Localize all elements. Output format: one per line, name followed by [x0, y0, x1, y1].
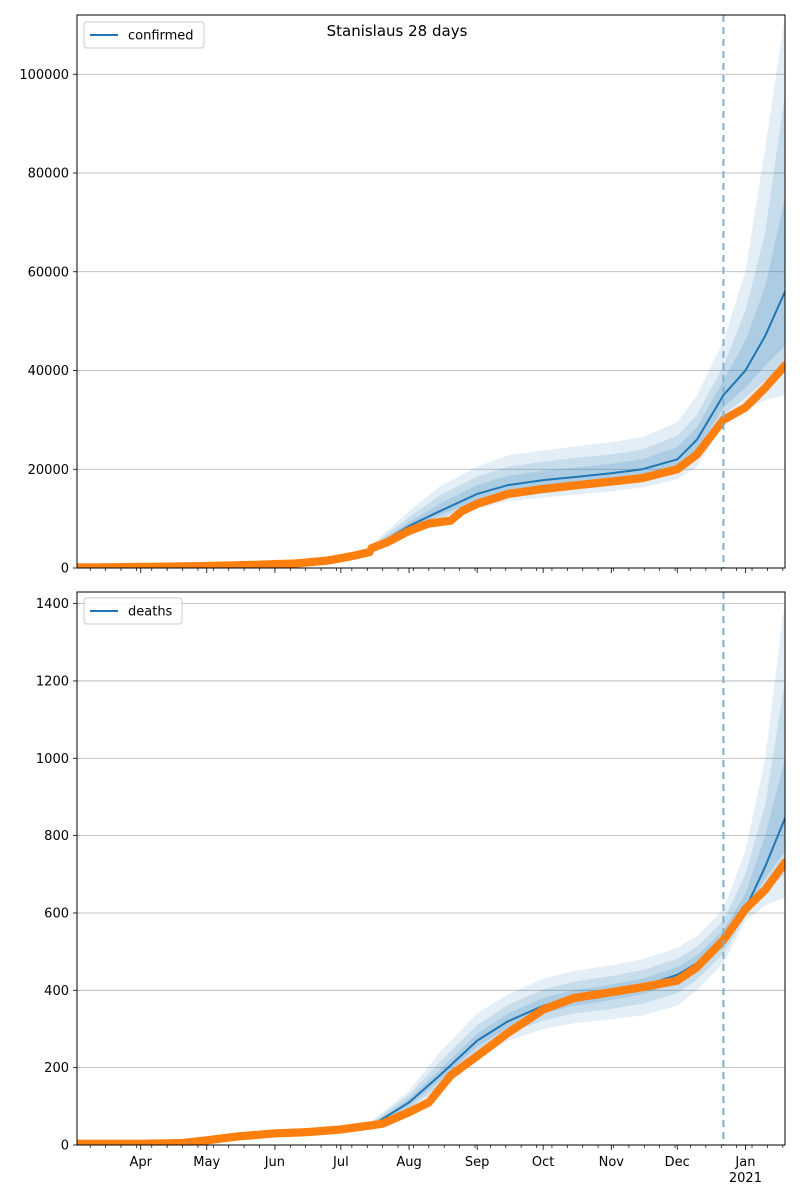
- y-tick-label: 0: [61, 1139, 69, 1154]
- legend-box: [83, 21, 205, 49]
- plot-area: [77, 15, 785, 568]
- y-tick-label: 20000: [28, 463, 69, 478]
- y-tick-label: 0: [61, 562, 69, 577]
- axes-frame: [76, 591, 786, 1146]
- axes-frame: [76, 14, 786, 569]
- plot-area: [77, 592, 785, 1145]
- y-tick-label: 40000: [28, 364, 69, 379]
- uncertainty-band: [371, 94, 785, 550]
- observed-point: [780, 361, 785, 370]
- y-tick-label: 60000: [28, 265, 69, 280]
- legend-label: confirmed: [128, 29, 194, 44]
- y-tick-label: 600: [44, 906, 69, 921]
- legend: confirmed: [83, 21, 205, 49]
- deaths-panel: 0 200 400 600 800 1000 1200 1400 Apr May Jun Jul Aug…: [36, 591, 786, 1186]
- uncertainty-band: [371, 15, 785, 551]
- x-tick-label: Apr: [130, 1155, 153, 1170]
- legend: deaths: [83, 597, 183, 625]
- x-tick-label: Nov: [599, 1155, 625, 1170]
- y-tick-label: 80000: [28, 167, 69, 182]
- x-tick-label: Sep: [465, 1155, 490, 1170]
- y-tick-label: 1400: [36, 597, 69, 612]
- legend-box: [83, 597, 183, 625]
- confirmed-panel: 0 20000 40000 60000 80000 100000 confirmed: [19, 14, 786, 577]
- y-tick-label: 800: [44, 829, 69, 844]
- observed-point: [780, 858, 785, 867]
- legend-label: deaths: [128, 605, 173, 620]
- x-tick-label: Jan: [734, 1155, 755, 1170]
- x-tick-label: May: [193, 1155, 220, 1170]
- y-tick-label: 1200: [36, 674, 69, 689]
- model-median-line: [371, 291, 785, 550]
- y-tick-label: 1000: [36, 752, 69, 767]
- x-tick-label: Dec: [665, 1155, 690, 1170]
- x-tick-label: Oct: [532, 1155, 554, 1170]
- uncertainty-band: [371, 599, 785, 1130]
- x-tick-label: Jul: [332, 1155, 349, 1170]
- y-tick-label: 400: [44, 984, 69, 999]
- y-tick-label: 100000: [19, 68, 69, 83]
- x-tick-label: Jun: [264, 1155, 285, 1170]
- x-tick-label: Aug: [396, 1155, 421, 1170]
- figure-title: Stanislaus 28 days: [327, 22, 468, 40]
- x-tick-sublabel: 2021: [729, 1171, 762, 1186]
- y-tick-label: 200: [44, 1061, 69, 1076]
